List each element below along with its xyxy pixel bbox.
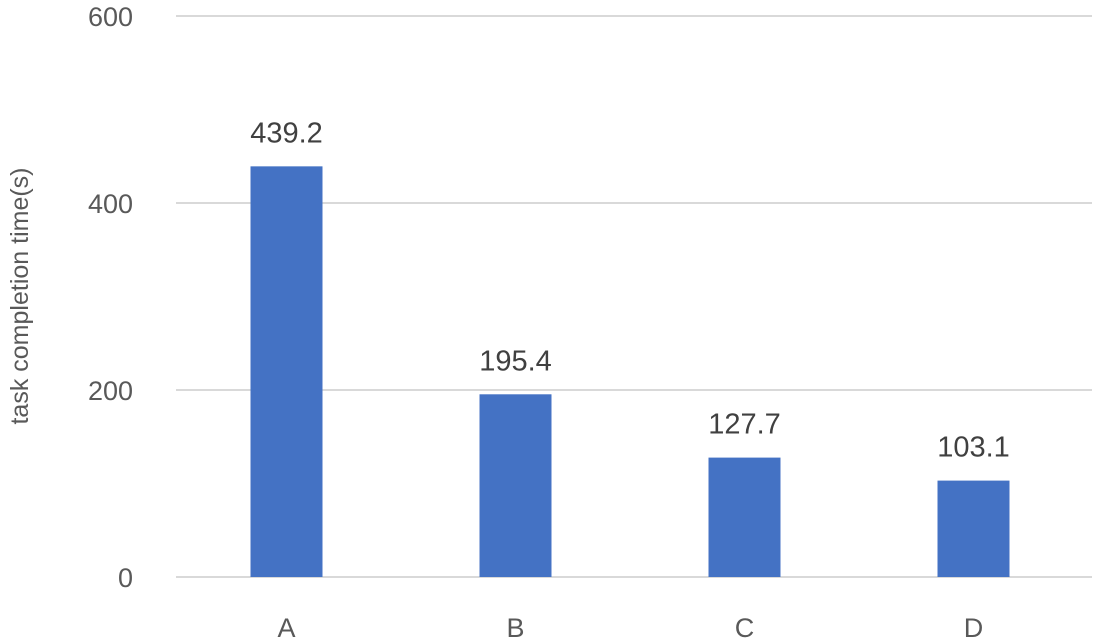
data-label-D: 103.1 bbox=[937, 432, 1010, 464]
bar-B bbox=[479, 394, 552, 577]
data-label-B: 195.4 bbox=[479, 345, 552, 377]
data-labels: 439.2 195.4 127.7 103.1 bbox=[250, 117, 1010, 463]
y-axis-title: task completion time(s) bbox=[6, 167, 34, 424]
y-axis-ticks: 0 200 400 600 bbox=[88, 2, 133, 593]
x-category-label-D: D bbox=[964, 613, 984, 642]
bar-D bbox=[937, 480, 1010, 577]
data-label-C: 127.7 bbox=[708, 409, 781, 441]
bar-C bbox=[708, 457, 781, 577]
y-tick-label: 200 bbox=[88, 376, 133, 406]
x-category-label-B: B bbox=[506, 613, 524, 642]
data-label-A: 439.2 bbox=[250, 117, 323, 149]
x-category-label-A: A bbox=[277, 613, 295, 642]
x-category-label-C: C bbox=[735, 613, 755, 642]
bar-A bbox=[250, 166, 323, 577]
y-tick-label: 400 bbox=[88, 189, 133, 219]
y-tick-label: 600 bbox=[88, 2, 133, 32]
x-axis-categories: A B C D bbox=[277, 613, 983, 642]
y-tick-label: 0 bbox=[118, 563, 133, 593]
bars bbox=[250, 166, 1010, 577]
